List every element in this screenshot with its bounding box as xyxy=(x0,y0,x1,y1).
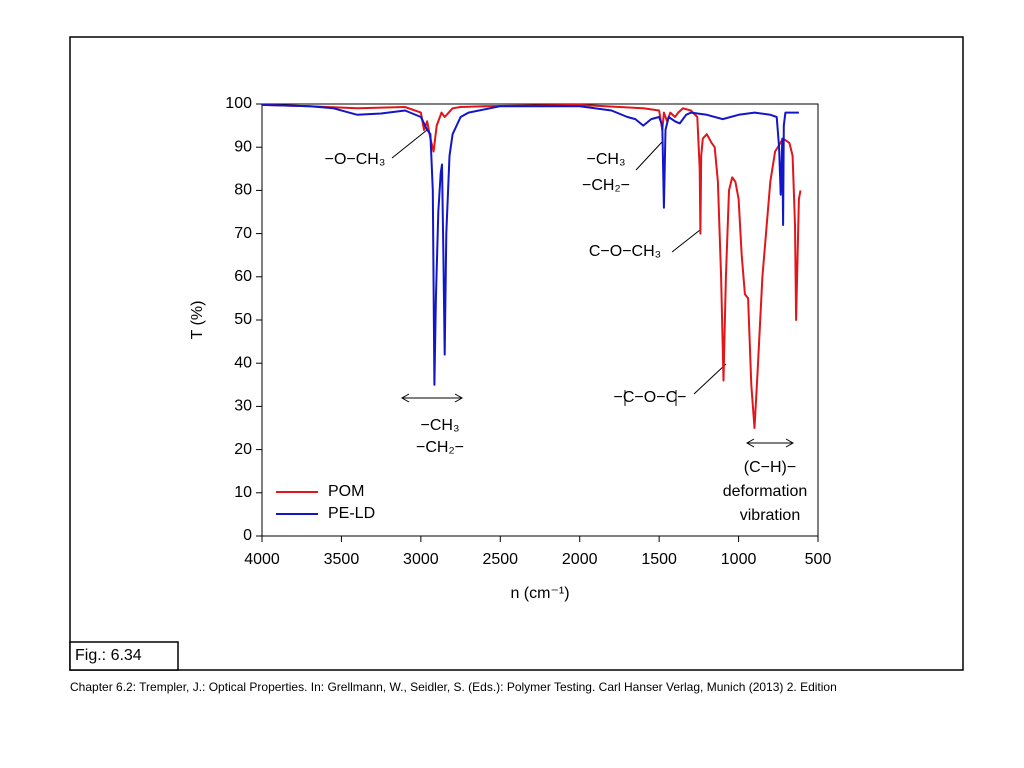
caption: Chapter 6.2: Trempler, J.: Optical Prope… xyxy=(70,680,837,694)
series-line xyxy=(261,103,802,429)
y-tick-label: 30 xyxy=(234,398,252,415)
figure-label: Fig.: 6.34 xyxy=(75,647,142,664)
annotation: −CH₃ xyxy=(587,151,626,168)
x-tick-label: 1000 xyxy=(721,551,757,568)
annotation-lines xyxy=(391,129,795,448)
annotation: C−O−CH₃ xyxy=(589,243,661,260)
leader-line xyxy=(693,363,727,395)
plot-area xyxy=(261,103,819,537)
annotation: −C−O−C− xyxy=(614,389,687,406)
series-line xyxy=(261,103,799,386)
frame xyxy=(69,36,964,671)
annotation: deformation xyxy=(723,483,808,500)
annotation: −O−CH₃ xyxy=(325,151,386,168)
annotation: −CH₂− xyxy=(582,177,630,194)
y-axis-label: T (%) xyxy=(189,301,206,340)
leader-line xyxy=(391,129,428,159)
x-tick-label: 3000 xyxy=(403,551,439,568)
y-tick-label: 90 xyxy=(234,138,252,155)
y-tick-label: 40 xyxy=(234,354,252,371)
y-tick-label: 80 xyxy=(234,182,252,199)
arrow-heads xyxy=(745,438,795,448)
annotation: −CH₂− xyxy=(416,439,464,456)
annotation: (C−H)− xyxy=(744,459,796,476)
leader-line xyxy=(671,229,701,253)
x-axis-label: n (cm⁻¹) xyxy=(510,585,569,602)
x-tick-label: 2000 xyxy=(562,551,598,568)
x-tick-label: 2500 xyxy=(482,551,518,568)
y-tick-label: 0 xyxy=(243,527,252,544)
legend-label: POM xyxy=(328,483,364,500)
y-tick-label: 70 xyxy=(234,225,252,242)
y-tick-label: 20 xyxy=(234,441,252,458)
x-tick-label: 500 xyxy=(805,551,832,568)
annotation: −CH₃ xyxy=(421,417,460,434)
x-tick-label: 1500 xyxy=(641,551,677,568)
annotation: vibration xyxy=(740,507,800,524)
figure-label-box xyxy=(69,641,179,671)
y-tick-label: 50 xyxy=(234,311,252,328)
x-tick-label: 3500 xyxy=(324,551,360,568)
arrow-heads xyxy=(400,393,464,403)
y-tick-label: 100 xyxy=(225,95,252,112)
legend-label: PE-LD xyxy=(328,505,375,522)
x-tick-label: 4000 xyxy=(244,551,280,568)
y-tick-label: 10 xyxy=(234,484,252,501)
leader-line xyxy=(635,141,663,171)
y-tick-label: 60 xyxy=(234,268,252,285)
